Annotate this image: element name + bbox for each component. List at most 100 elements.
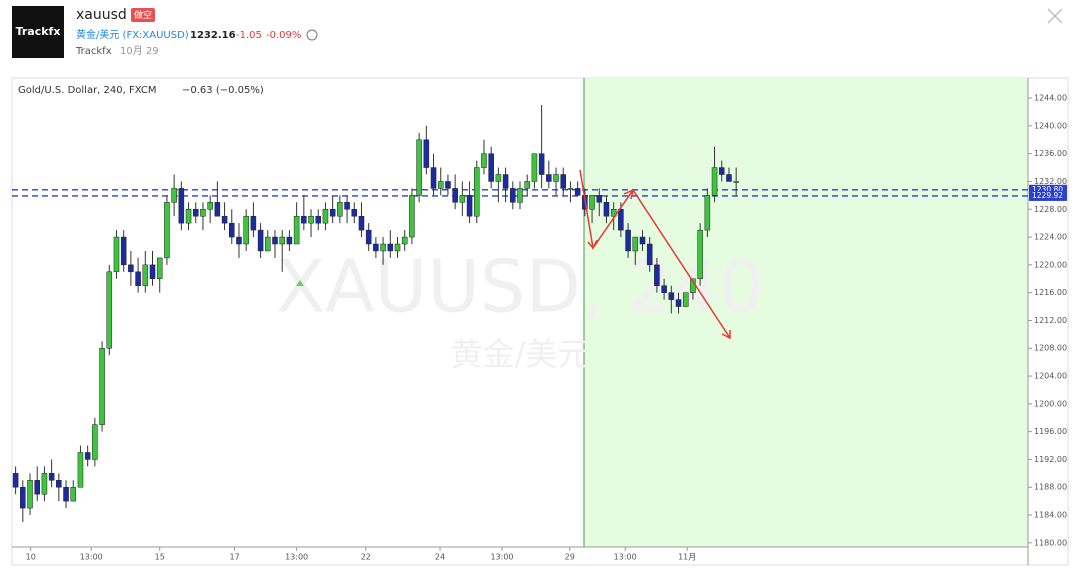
candle-body	[279, 236, 285, 245]
tag: 做空	[134, 9, 152, 21]
candle-body	[560, 174, 567, 189]
candle-body	[171, 188, 177, 203]
candle-body	[250, 215, 257, 231]
candle-body	[618, 209, 624, 231]
candle-body	[56, 480, 62, 488]
candle-body	[531, 153, 538, 182]
y-tick-label: 1240.00	[1034, 121, 1067, 130]
candle-body	[63, 486, 69, 502]
y-tick-label: 1180.00	[1034, 538, 1067, 547]
y-tick-label: 1228.00	[1034, 205, 1067, 214]
candle-body	[610, 209, 617, 217]
candle-body	[711, 167, 718, 196]
candle-body	[301, 215, 307, 224]
candle-body	[654, 264, 660, 286]
candle-body	[387, 243, 394, 252]
candle-body	[149, 264, 156, 280]
candle-body	[589, 195, 595, 210]
candle-body	[373, 243, 379, 252]
y-tick-label: 1236.00	[1034, 149, 1067, 158]
symbol[interactable]: xauusd	[76, 7, 127, 23]
y-tick-label: 1220.00	[1034, 260, 1067, 269]
candle-body	[344, 202, 350, 210]
candle-body	[625, 229, 631, 252]
candle-body	[34, 480, 40, 495]
y-tick-label: 1244.00	[1034, 94, 1067, 103]
candle-body	[553, 174, 559, 182]
candle-body	[726, 174, 732, 182]
y-tick-label: 1224.00	[1034, 233, 1067, 242]
y-tick-label: 1192.00	[1034, 455, 1067, 464]
candle-body	[221, 215, 228, 224]
instrument[interactable]: 黄金/美元 (FX:XAUUSD)	[76, 28, 189, 41]
candle-body	[603, 202, 610, 217]
highlight-region	[584, 78, 1028, 547]
x-tick-label: 11月	[678, 553, 696, 562]
candle-body	[315, 215, 322, 224]
candle-body	[718, 167, 725, 175]
candle-body	[48, 473, 55, 481]
candle-body	[329, 209, 336, 217]
candle-body	[481, 153, 487, 168]
candle-body	[236, 236, 242, 245]
candle-body	[380, 243, 386, 252]
candle-body	[113, 236, 120, 273]
candle-body	[430, 167, 437, 189]
candle-body	[207, 202, 213, 210]
candle-body	[488, 153, 494, 182]
candle-body	[466, 195, 473, 217]
candle-body	[178, 188, 185, 224]
x-tick-label: 24	[435, 553, 445, 562]
y-tick-label: 1232.00	[1034, 177, 1067, 186]
candle-body	[459, 195, 466, 203]
candle-body	[41, 473, 48, 495]
candle-body	[99, 347, 105, 425]
candle-body	[733, 181, 739, 183]
change-pct: -0.09%	[266, 30, 301, 41]
candle-body	[70, 486, 77, 502]
candle-body	[596, 195, 603, 203]
candle-body	[423, 139, 430, 168]
candle-body	[20, 486, 26, 509]
candle-body	[192, 209, 199, 217]
candle-body	[308, 215, 314, 224]
candle-body	[409, 195, 415, 238]
price-label-bg	[1029, 184, 1067, 195]
candle-body	[524, 181, 530, 189]
candle-body	[495, 174, 502, 182]
price: 1232.16	[190, 30, 236, 41]
candle-body	[156, 257, 163, 280]
author[interactable]: Trackfx	[75, 46, 112, 57]
candle-body	[200, 209, 206, 217]
x-tick-label: 10	[26, 553, 36, 562]
candle-body	[185, 209, 192, 224]
chart-subtitle: −0.63 (−0.05%)	[182, 85, 264, 96]
y-tick-label: 1216.00	[1034, 288, 1067, 297]
candle-body	[546, 174, 552, 182]
x-tick-label: 15	[155, 553, 165, 562]
close-button[interactable]	[1047, 8, 1063, 24]
candle-body	[272, 236, 278, 245]
tag-bg	[131, 8, 155, 22]
candle-body	[517, 188, 523, 203]
candle-body	[351, 209, 358, 217]
alarm-icon[interactable]	[306, 29, 318, 41]
candle-body	[632, 236, 639, 252]
candle-body	[538, 153, 545, 175]
candle-body	[106, 271, 113, 349]
price-label: 1229.92	[1032, 191, 1063, 200]
price-label: 1230.80	[1032, 185, 1063, 194]
candle-body	[77, 452, 84, 488]
candle-body	[128, 264, 134, 273]
candle-body	[257, 229, 264, 252]
candle-body	[445, 181, 451, 189]
logo	[12, 6, 64, 58]
candle-body	[394, 243, 401, 252]
candle-body	[243, 215, 249, 245]
candle-body	[27, 480, 33, 509]
logo-text: Trackfx	[16, 25, 61, 38]
candle-body	[229, 222, 235, 238]
candle-body	[293, 215, 300, 245]
price-label-bg	[1029, 190, 1067, 201]
y-tick-label: 1184.00	[1034, 511, 1067, 520]
